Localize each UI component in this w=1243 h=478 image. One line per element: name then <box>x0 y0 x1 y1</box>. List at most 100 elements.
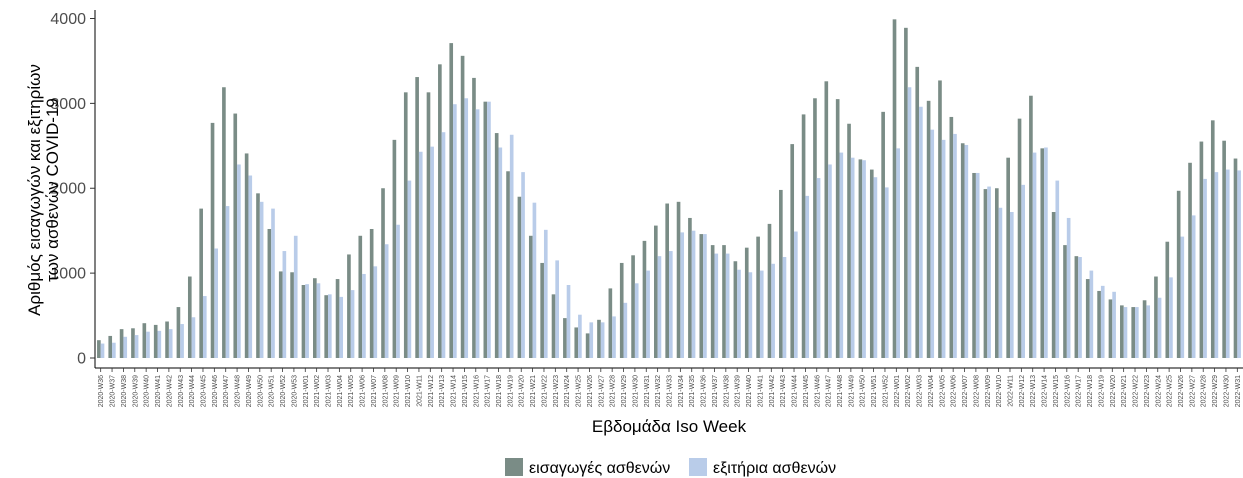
x-tick-label: 2021-W10 <box>405 375 412 407</box>
x-axis-ticks: 2020-W36 2020-W37 2020-W38 2020-W39 2020-W40… <box>98 368 1242 407</box>
legend-label-admissions: εισαγωγές ασθενών <box>529 460 670 477</box>
x-tick-label: 2022-W04 <box>928 375 935 407</box>
discharges-bar-2022-w20 <box>1112 291 1116 358</box>
x-tick-label: 2020-W53 <box>291 375 298 407</box>
x-tick-label: 2021-W24 <box>564 375 571 407</box>
x-tick-label: 2022-W09 <box>985 375 992 407</box>
admissions-bar-2022-w31 <box>1233 158 1238 358</box>
discharges-bar-2021-w35 <box>691 230 696 358</box>
x-tick-label: 2020-W38 <box>121 375 128 407</box>
admissions-bar-2021-w09 <box>392 139 397 358</box>
admissions-bar-2021-w23 <box>551 294 556 358</box>
admissions-bar-2022-w18 <box>1085 279 1090 358</box>
y-tick-label: 1000 <box>50 266 86 283</box>
x-tick-label: 2021-W41 <box>757 375 764 407</box>
discharges-bar-2021-w06 <box>362 273 366 358</box>
x-tick-label: 2022-W14 <box>1042 375 1049 407</box>
admissions-bar-2021-w51 <box>869 169 874 358</box>
discharges-bar-2021-w04 <box>339 296 344 358</box>
y-axis-title-line-2: των ασθενών COVID-19 <box>43 98 62 282</box>
admissions-bar-2021-w50 <box>858 159 863 358</box>
x-tick-label: 2022-W31 <box>1235 375 1242 407</box>
x-tick-label: 2021-W20 <box>519 375 526 407</box>
admissions-bar-2020-w47 <box>222 87 226 359</box>
x-tick-label: 2021-W13 <box>439 375 446 407</box>
discharges-bar-2021-w09 <box>396 224 400 358</box>
x-tick-label: 2022-W06 <box>951 375 958 407</box>
x-tick-label: 2021-W40 <box>746 375 753 407</box>
discharges-bar-2021-w08 <box>384 244 389 358</box>
admissions-bar-2021-w20 <box>517 196 522 358</box>
discharges-bar-2020-w36 <box>100 343 105 358</box>
discharges-bar-2021-w47 <box>828 164 832 358</box>
discharges-bar-2021-w14 <box>453 104 457 359</box>
legend-label-discharges: εξιτήρια ασθενών <box>713 460 836 477</box>
discharges-bar-2021-w34 <box>680 232 685 358</box>
discharges-bar-2022-w14 <box>1044 147 1048 358</box>
admissions-bar-2020-w42 <box>165 321 169 358</box>
discharges-bar-2021-w38 <box>725 253 730 358</box>
discharges-bar-2020-w48 <box>237 164 241 358</box>
admissions-bar-2020-w43 <box>176 307 181 358</box>
legend-swatch-discharges <box>689 458 707 476</box>
admissions-bar-2021-w19 <box>506 171 510 358</box>
admissions-bar-2020-w50 <box>256 193 260 358</box>
discharges-bar-2021-w16 <box>475 109 480 358</box>
y-axis-title-line-1: Αριθμός εισαγωγών και εξιτηρίων <box>25 64 44 316</box>
x-tick-label: 2021-W39 <box>735 375 742 407</box>
admissions-bar-2022-w01 <box>892 19 897 359</box>
admissions-bar-2021-w06 <box>358 235 363 358</box>
discharges-bar-2022-w08 <box>975 172 980 358</box>
admissions-bar-2021-w27 <box>597 319 601 358</box>
discharges-bar-2022-w29 <box>1214 172 1219 358</box>
discharges-bar-2021-w37 <box>714 253 719 358</box>
x-tick-label: 2020-W37 <box>110 375 117 407</box>
x-tick-label: 2022-W28 <box>1201 375 1208 407</box>
discharges-bar-2021-w15 <box>464 98 469 359</box>
y-tick-label: 3000 <box>50 96 86 113</box>
discharges-bar-2022-w27 <box>1191 215 1196 358</box>
discharges-bar-2021-w23 <box>555 260 559 358</box>
x-tick-label: 2020-W41 <box>155 375 162 407</box>
discharges-bar-2021-w33 <box>669 251 673 358</box>
x-tick-label: 2021-W43 <box>780 375 787 407</box>
x-tick-label: 2021-W49 <box>848 375 855 407</box>
admissions-bar-2021-w22 <box>540 262 544 358</box>
admissions-bar-2022-w15 <box>1051 212 1056 358</box>
x-tick-label: 2020-W50 <box>257 375 264 407</box>
admissions-bar-2022-w05 <box>938 80 942 358</box>
discharges-bar-2021-w11 <box>418 151 423 358</box>
x-tick-label: 2021-W11 <box>416 375 423 407</box>
x-tick-label: 2022-W18 <box>1087 375 1094 407</box>
discharges-bar-2022-w11 <box>1009 212 1014 358</box>
admissions-bar-2021-w39 <box>733 261 738 358</box>
admissions-bar-2022-w25 <box>1165 241 1170 358</box>
admissions-bar-2021-w37 <box>710 245 715 358</box>
admissions-bar-2021-w21 <box>528 235 533 358</box>
discharges-bar-2021-w02 <box>316 283 321 358</box>
x-tick-label: 2021-W06 <box>360 375 367 407</box>
x-tick-label: 2020-W51 <box>269 375 276 407</box>
discharges-bar-2021-w42 <box>771 263 775 358</box>
admissions-bar-2021-w34 <box>676 201 681 358</box>
discharges-bar-2020-w50 <box>259 201 264 358</box>
x-tick-label: 2020-W49 <box>246 375 253 407</box>
discharges-bar-2022-w31 <box>1237 170 1241 358</box>
admissions-bar-2022-w17 <box>1074 256 1079 358</box>
discharges-bar-2021-w51 <box>873 177 878 358</box>
admissions-bar-2021-w04 <box>335 279 340 358</box>
discharges-bar-2022-w28 <box>1203 178 1207 358</box>
discharges-bar-2021-w46 <box>816 178 821 358</box>
x-tick-label: 2020-W42 <box>166 375 173 407</box>
discharges-bar-2022-w05 <box>941 139 946 358</box>
discharges-bar-2022-w06 <box>953 133 957 358</box>
discharges-bar-2020-w41 <box>157 330 162 358</box>
x-tick-label: 2020-W43 <box>178 375 185 407</box>
discharges-bar-2022-w26 <box>1180 236 1185 358</box>
x-tick-label: 2022-W10 <box>996 375 1003 407</box>
discharges-bar-2021-w27 <box>600 322 605 358</box>
admissions-bar-2021-w12 <box>426 92 431 358</box>
x-axis-title: Εβδομάδα Iso Week <box>592 417 747 436</box>
discharges-bar-2022-w18 <box>1089 270 1094 358</box>
discharges-bar-2021-w03 <box>328 294 332 358</box>
